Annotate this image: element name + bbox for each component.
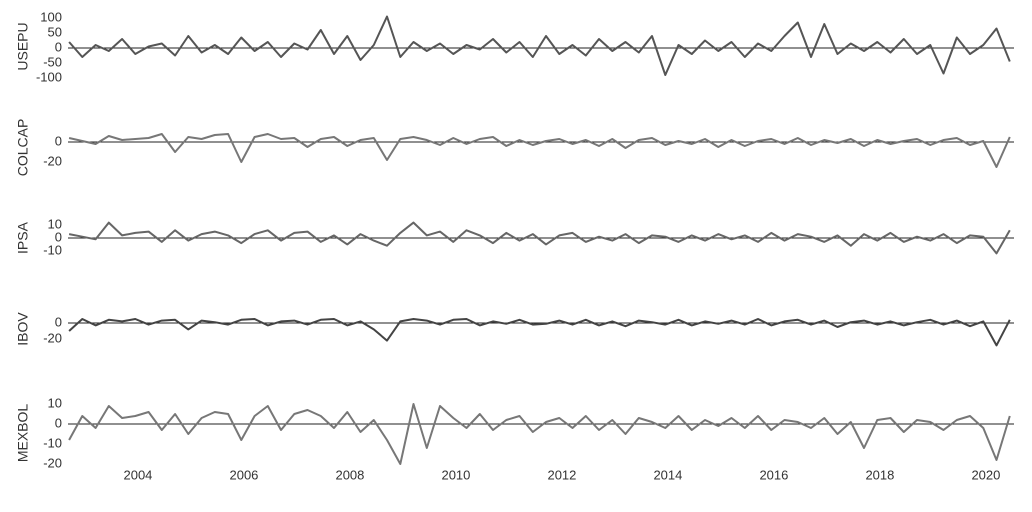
x-tick-label: 2006 <box>229 467 258 482</box>
x-tick-label: 2008 <box>335 467 364 482</box>
x-tick-label: 2018 <box>865 467 894 482</box>
y-tick-label: -100 <box>36 69 62 84</box>
y-tick-label: 0 <box>55 133 62 148</box>
x-tick-label: 2016 <box>759 467 788 482</box>
y-tick-label: -10 <box>43 242 62 257</box>
series-line <box>68 318 1011 347</box>
y-axis-label: IBOV <box>15 312 31 346</box>
series-line <box>68 403 1011 465</box>
series-line <box>68 221 1011 255</box>
series-line <box>68 133 1011 168</box>
y-tick-label: -10 <box>43 435 62 450</box>
y-tick-label: -50 <box>43 54 62 69</box>
y-axis-label: USEPU <box>15 22 31 70</box>
x-tick-label: 2020 <box>971 467 1000 482</box>
y-tick-label: 0 <box>55 39 62 54</box>
x-tick-label: 2012 <box>547 467 576 482</box>
y-tick-label: 0 <box>55 314 62 329</box>
y-tick-label: 100 <box>40 9 62 24</box>
y-tick-label: 0 <box>55 415 62 430</box>
y-tick-label: 0 <box>55 229 62 244</box>
x-tick-label: 2014 <box>653 467 682 482</box>
y-axis-label: IPSA <box>15 221 31 254</box>
y-tick-label: -20 <box>43 330 62 345</box>
y-tick-label: 50 <box>48 24 62 39</box>
x-tick-label: 2010 <box>441 467 470 482</box>
y-tick-label: 10 <box>48 217 62 232</box>
y-tick-label: -20 <box>43 455 62 470</box>
y-tick-label: -20 <box>43 153 62 168</box>
y-axis-label: MEXBOL <box>15 404 31 463</box>
y-tick-label: 10 <box>48 395 62 410</box>
series-line <box>68 15 1011 76</box>
x-tick-label: 2004 <box>123 467 152 482</box>
y-axis-label: COLCAP <box>15 119 31 177</box>
